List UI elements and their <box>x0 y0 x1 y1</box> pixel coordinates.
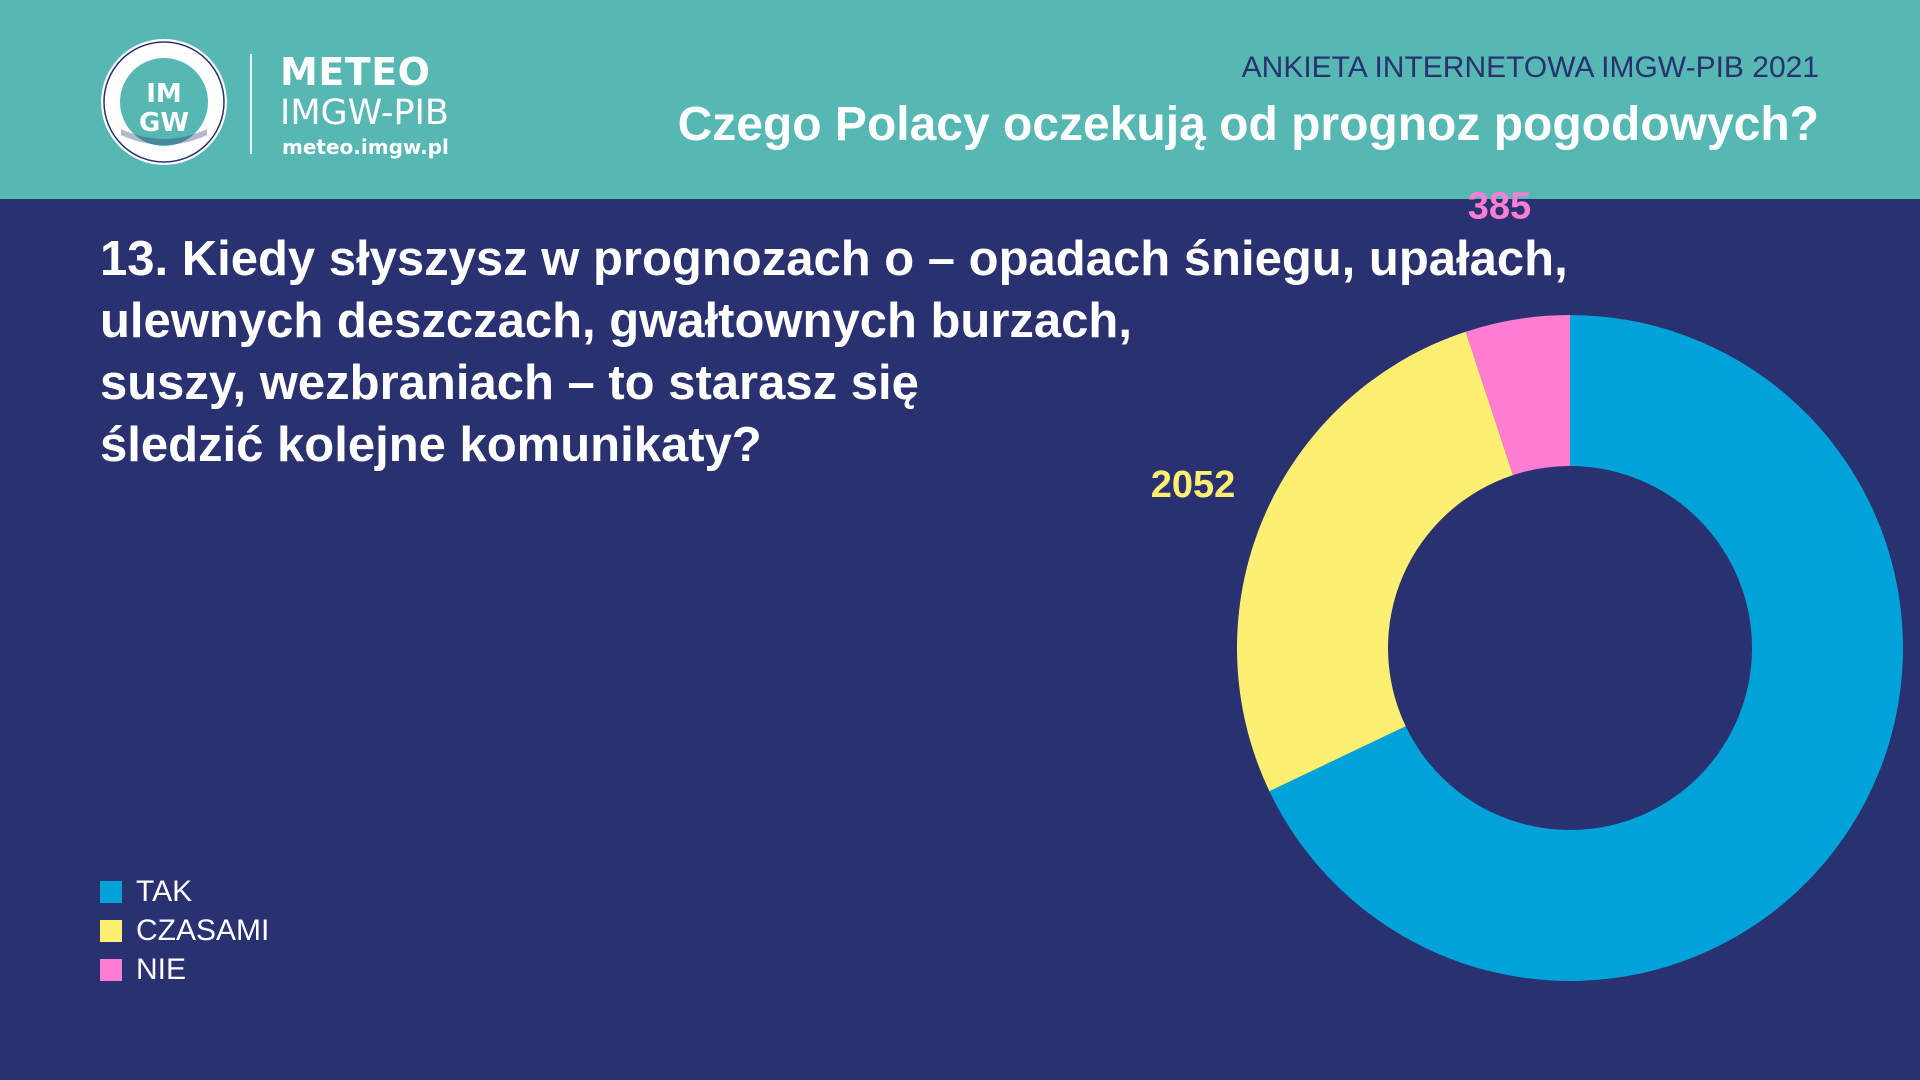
imgw-logo-icon: IM GW <box>101 39 227 165</box>
chart-legend: TAK CZASAMI NIE <box>100 872 269 989</box>
legend-label: TAK <box>136 874 193 908</box>
legend-item-nie: NIE <box>100 950 269 989</box>
logo-url: meteo.imgw.pl <box>282 135 449 159</box>
legend-label: CZASAMI <box>136 913 270 947</box>
page-headline: Czego Polacy oczekują od prognoz pogodow… <box>677 98 1819 151</box>
question-line: 13. Kiedy słyszysz w prognozach o – opad… <box>100 232 1568 286</box>
logo-divider <box>250 54 252 154</box>
legend-swatch <box>100 919 122 942</box>
data-label-nie: 385 <box>1468 186 1531 228</box>
legend-label: NIE <box>136 952 187 986</box>
legend-swatch <box>100 880 122 903</box>
question-text: 13. Kiedy słyszysz w prognozach o – opad… <box>100 228 1660 476</box>
header-banner: IM GW METEO IMGW-PIB meteo.imgw.pl ANKIE… <box>0 0 1920 199</box>
question-line: ulewnych deszczach, gwałtownych burzach, <box>100 294 1132 348</box>
donut-slice-nie <box>1465 315 1570 476</box>
logo-badge-top: IM <box>146 79 182 109</box>
logo-brand: METEO <box>280 50 431 94</box>
data-label-czasami: 2052 <box>1151 464 1236 506</box>
donut-slice-tak <box>1269 315 1903 981</box>
legend-item-czasami: CZASAMI <box>100 911 269 950</box>
survey-label: ANKIETA INTERNETOWA IMGW-PIB 2021 <box>1241 51 1819 84</box>
logo-org: IMGW-PIB <box>280 93 449 133</box>
legend-item-tak: TAK <box>100 872 269 911</box>
legend-swatch <box>100 958 122 981</box>
question-line: suszy, wezbraniach – to starasz się <box>100 356 919 410</box>
donut-slice-czasami <box>1237 331 1514 792</box>
logo-badge-bottom: GW <box>139 108 189 138</box>
question-line: śledzić kolejne komunikaty? <box>100 418 762 472</box>
